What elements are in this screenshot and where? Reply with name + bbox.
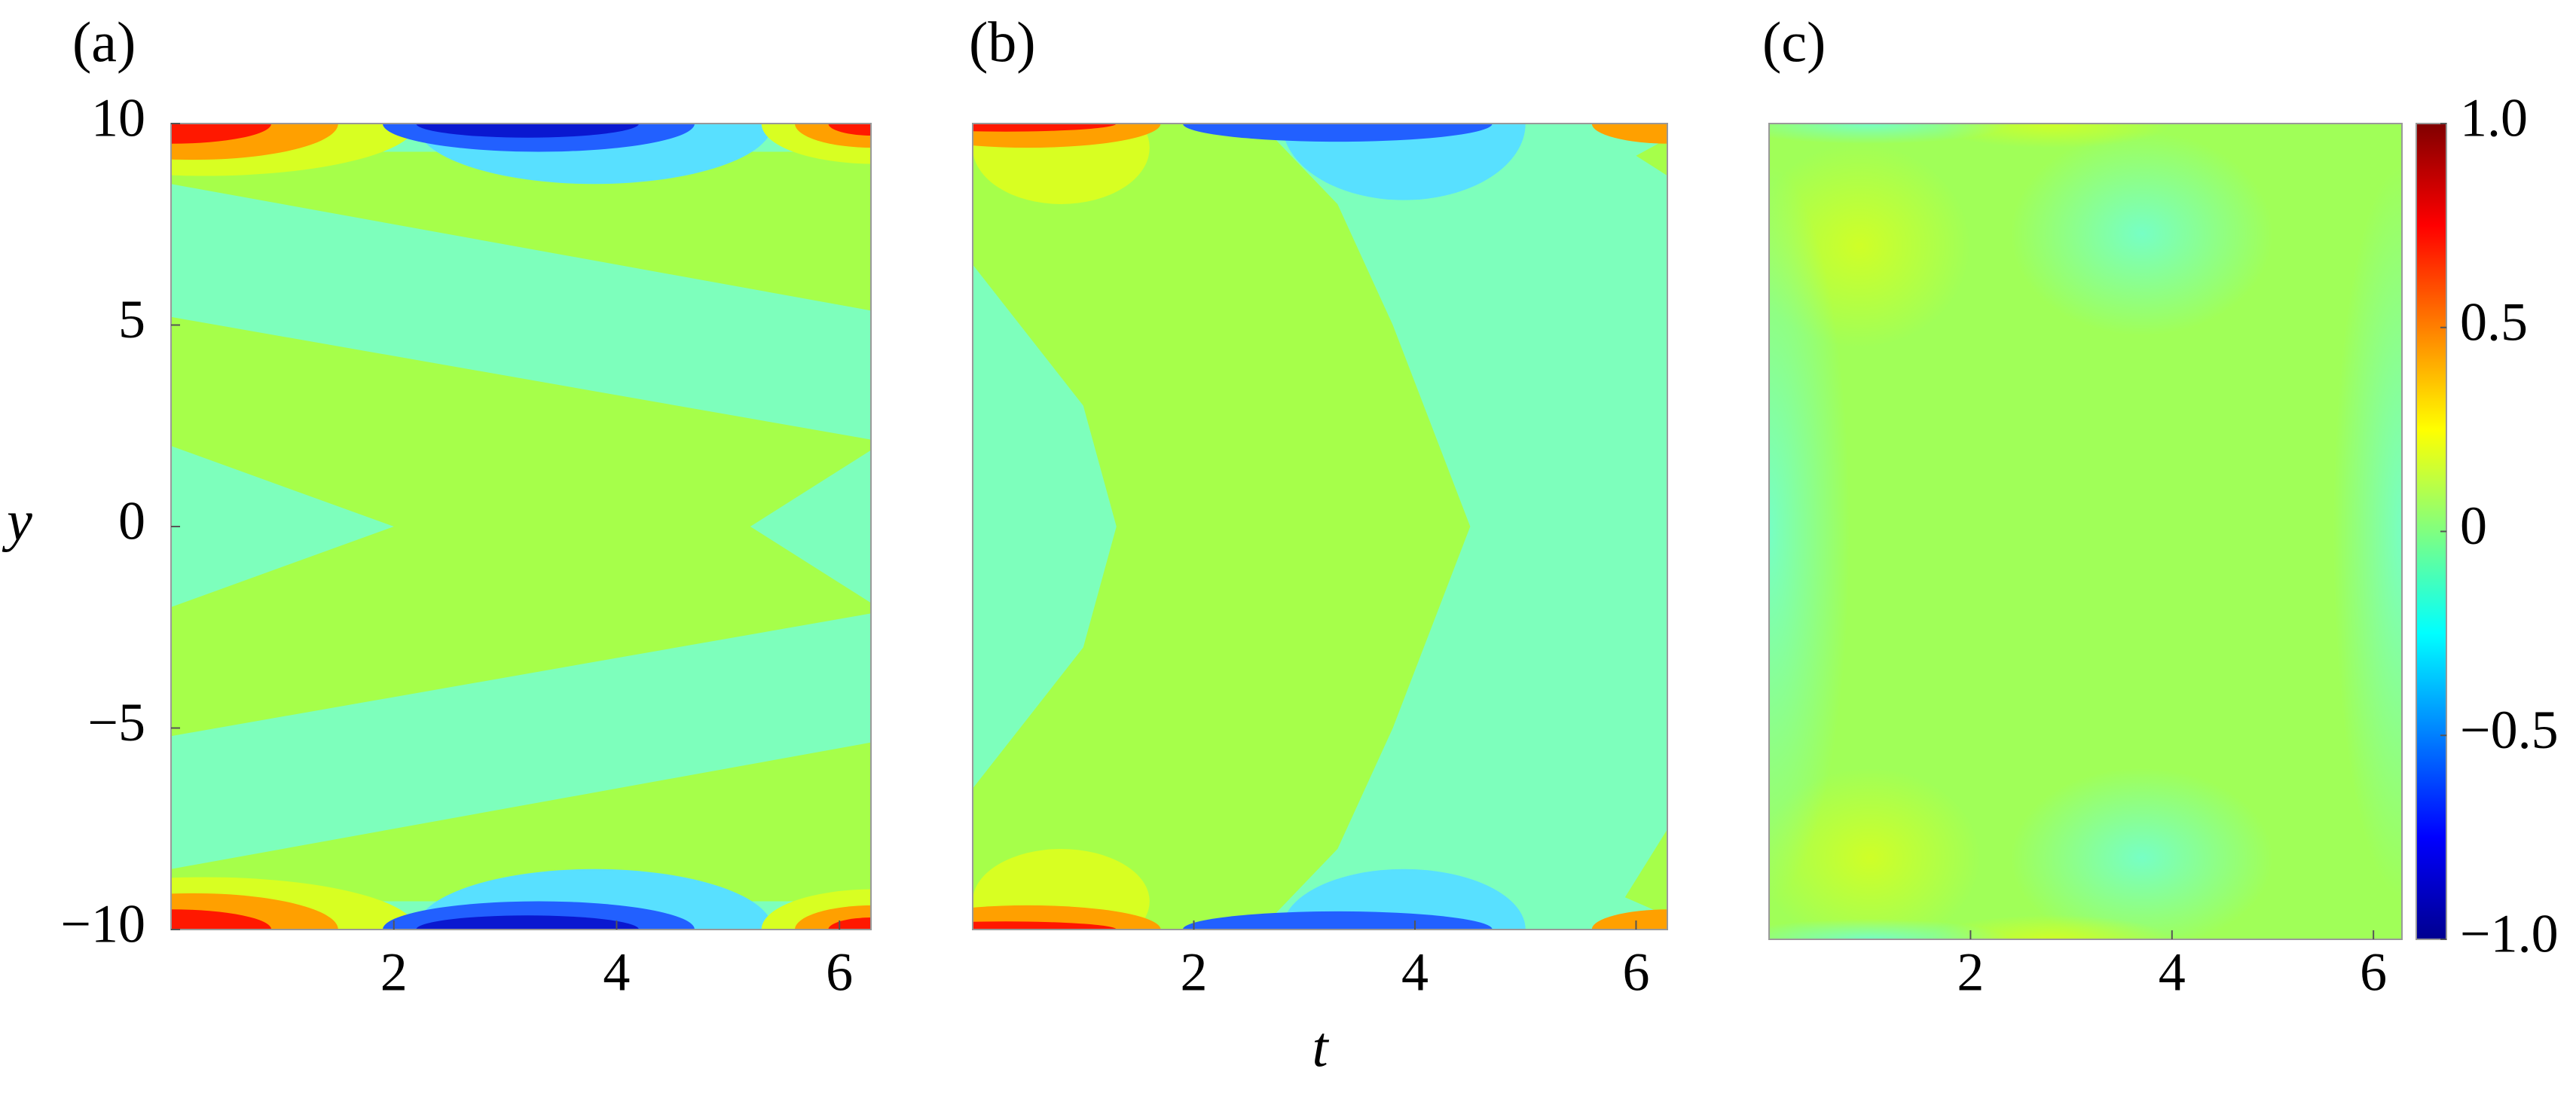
axes-frame xyxy=(1768,123,2403,940)
x-tick-label: 4 xyxy=(603,942,630,1003)
contour-field xyxy=(1769,124,2402,939)
colorbar-tick-label: −1.0 xyxy=(2460,904,2559,964)
contour-region xyxy=(171,316,871,737)
contour-region xyxy=(2010,768,2273,939)
x-tick-label: 6 xyxy=(826,942,853,1003)
contour-field xyxy=(171,124,871,930)
contour-region xyxy=(171,909,272,930)
x-tick-label: 2 xyxy=(380,942,408,1003)
contour-region xyxy=(1636,139,1667,176)
panel-label: (a) xyxy=(72,11,136,74)
colorbar-tick-label: −0.5 xyxy=(2460,700,2559,760)
contour-region xyxy=(1769,164,1850,899)
y-tick-label: 10 xyxy=(91,88,145,148)
contour-region xyxy=(416,124,639,138)
panel: (a) 2 4 6 10 5 0 −5 −10 y xyxy=(2,11,872,1003)
contour-region xyxy=(2333,164,2402,899)
colorbar-tick-label: 1.0 xyxy=(2460,88,2528,148)
contour-region xyxy=(828,124,871,136)
contour-region xyxy=(1769,124,2011,145)
x-tick-label: 6 xyxy=(1622,942,1649,1003)
contour-region xyxy=(1591,909,1667,930)
contour-region xyxy=(1769,768,1981,939)
contour-region xyxy=(973,921,1117,930)
axes-frame xyxy=(972,123,1668,930)
x-axis-label: t xyxy=(1312,1015,1329,1079)
y-tick-label: 0 xyxy=(118,491,145,551)
contour-region xyxy=(416,915,639,930)
contour-region xyxy=(171,124,272,144)
panel: (c) 2 4 6 1.0 0.5 0 −0.5 −1.0 xyxy=(1762,11,2559,1003)
contour-region xyxy=(1769,918,2011,939)
contour-region xyxy=(973,124,1471,930)
colorbar-tick-label: 0 xyxy=(2460,496,2487,556)
colorbar-tick-label: 0.5 xyxy=(2460,292,2528,352)
x-tick-label: 6 xyxy=(2360,942,2387,1003)
x-tick-label: 4 xyxy=(2159,942,2186,1003)
panel: (b) 2 4 6 t xyxy=(969,11,1668,1079)
contour-region xyxy=(1624,829,1667,916)
x-tick-label: 2 xyxy=(1957,942,1984,1003)
panel-label: (b) xyxy=(969,11,1036,74)
contour-region xyxy=(973,124,1150,204)
panel-label: (c) xyxy=(1762,11,1826,74)
y-tick-label: 5 xyxy=(118,289,145,350)
contour-region xyxy=(1182,124,1493,142)
contour-region xyxy=(2010,131,2273,336)
y-axis-label: y xyxy=(2,489,32,552)
x-tick-label: 2 xyxy=(1180,942,1207,1003)
y-tick-label: −5 xyxy=(87,692,145,753)
x-tick-label: 4 xyxy=(1401,942,1429,1003)
contour-region xyxy=(973,124,1117,132)
contour-region xyxy=(1282,124,1526,200)
contour-region xyxy=(1591,124,1667,144)
contour-region xyxy=(973,849,1150,930)
contour-field xyxy=(973,124,1667,930)
contour-region xyxy=(171,742,871,902)
y-tick-label: −10 xyxy=(60,894,145,954)
contour-region xyxy=(171,151,871,311)
